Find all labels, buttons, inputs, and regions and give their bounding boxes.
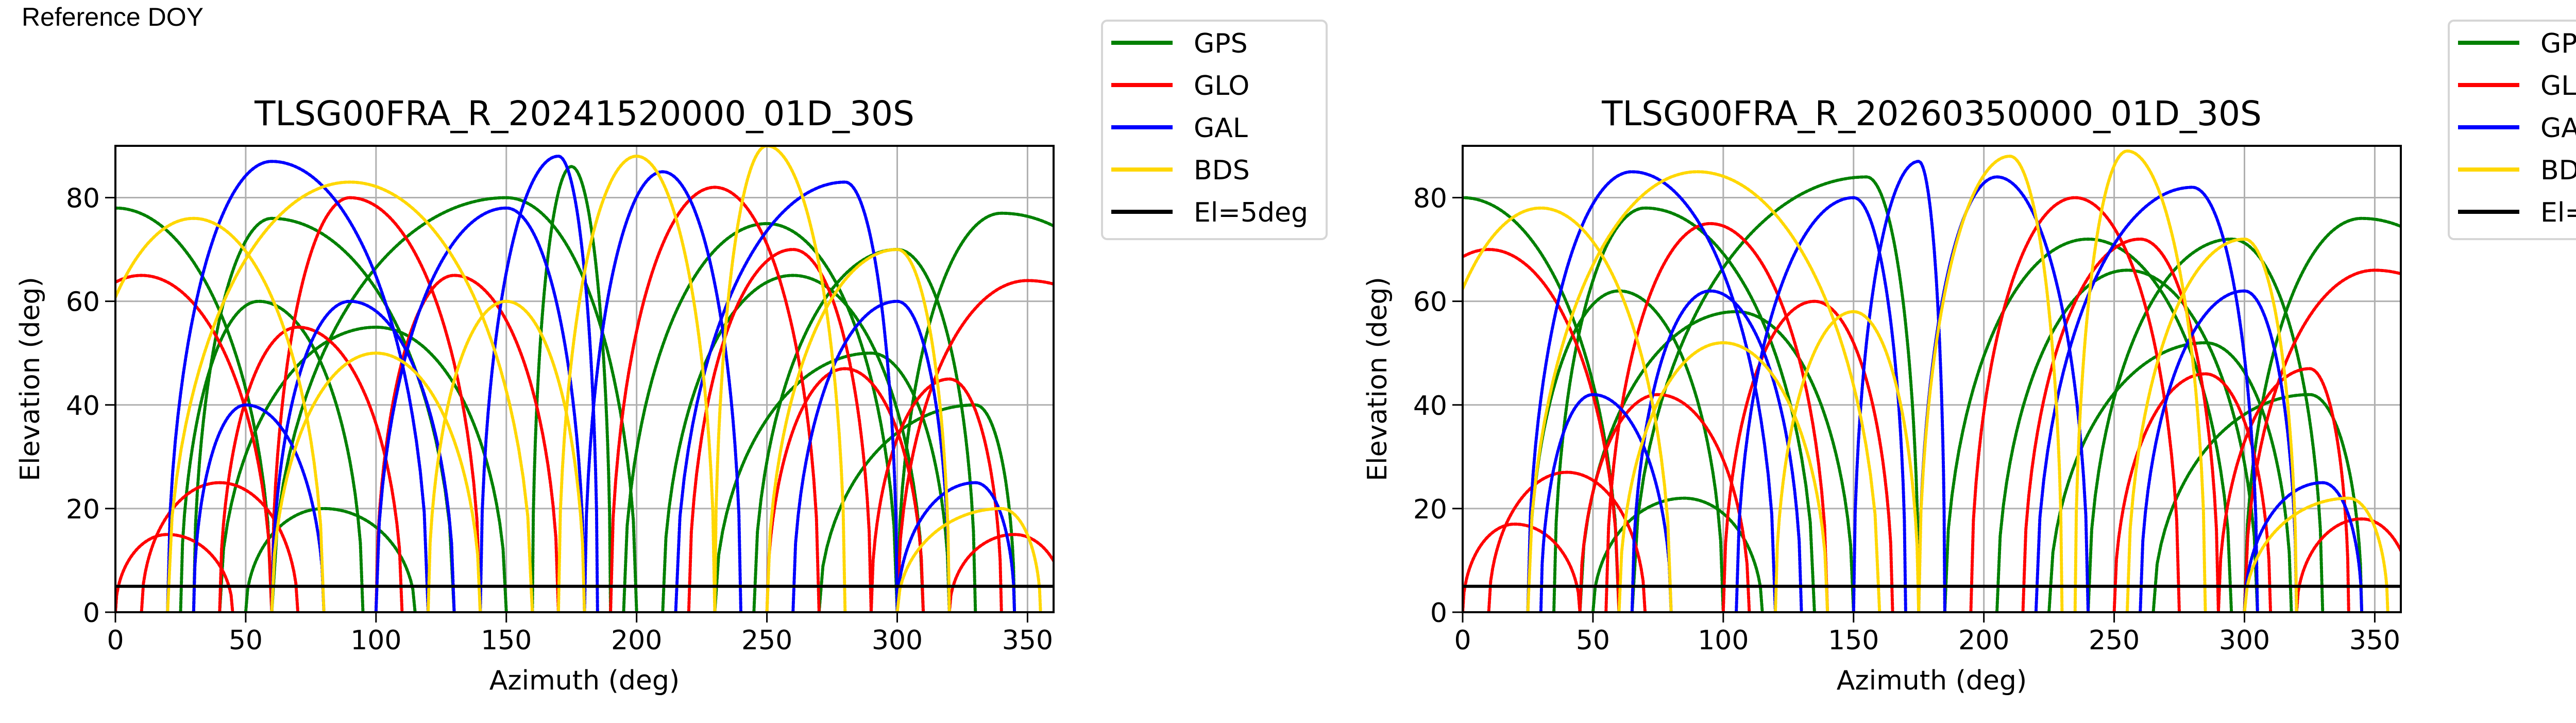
y-tick-label: 40	[66, 391, 100, 422]
chart-1: 0 50 100 150 200 250 300 350 0 20 40 60 80 TLSG00FRA_…	[0, 21, 1327, 696]
y-tick-label: 0	[83, 598, 100, 629]
x-tick-label: 0	[107, 625, 124, 656]
x-tick-label: 300	[2219, 625, 2270, 656]
x-tick-label: 150	[481, 625, 532, 656]
legend-label: GAL	[2540, 113, 2576, 144]
bds-track	[2075, 151, 2206, 612]
legend-label: GLO	[1194, 71, 1249, 102]
legend-label: GAL	[1194, 113, 1248, 144]
x-tick-label: 250	[741, 625, 792, 656]
chart-title: TLSG00FRA_R_20241520000_01D_30S	[254, 94, 914, 133]
legend-label: GPS	[2540, 28, 2576, 59]
glo-track	[115, 534, 233, 612]
y-axis-label: Elevation (deg)	[1362, 277, 1393, 481]
y-tick-label: 20	[1413, 494, 1447, 525]
x-tick-label: 300	[872, 625, 923, 656]
x-tick-label: 50	[1576, 625, 1610, 656]
x-tick-label: 100	[1698, 625, 1749, 656]
legend-label: El=5deg	[2540, 197, 2576, 228]
x-tick-label: 200	[611, 625, 662, 656]
y-tick-label: 20	[66, 494, 100, 525]
bds-track	[1528, 172, 1880, 612]
x-tick-label: 150	[1828, 625, 1879, 656]
legend-label: BDS	[2540, 155, 2576, 186]
x-tick-label: 0	[1454, 625, 1471, 656]
glo-track	[1463, 524, 1580, 612]
x-tick-label: 350	[2349, 625, 2400, 656]
x-tick-label: 50	[229, 625, 263, 656]
chart-2: 0 50 100 150 200 250 300 350 0 20 40 60 80 TLSG00FRA_…	[1307, 21, 2576, 696]
chart-title: TLSG00FRA_R_20260350000_01D_30S	[1601, 94, 2262, 133]
glo-track	[219, 327, 402, 612]
glo-track	[11, 275, 272, 612]
glo-track	[1359, 249, 1619, 612]
x-tick-label: 250	[2089, 625, 2140, 656]
legend-label: El=5deg	[1194, 197, 1308, 228]
x-tick-label: 350	[1002, 625, 1053, 656]
x-axis-label: Azimuth (deg)	[489, 665, 680, 696]
tracks	[0, 146, 1210, 612]
legend-label: BDS	[1194, 155, 1250, 186]
y-tick-label: 60	[1413, 287, 1447, 318]
x-tick-label: 200	[1958, 625, 2009, 656]
y-axis-label: Elevation (deg)	[15, 277, 46, 481]
gal-track	[585, 172, 741, 612]
y-tick-label: 80	[66, 183, 100, 214]
figure-caption: Reference DOY	[22, 3, 204, 31]
y-tick-label: 0	[1430, 598, 1447, 629]
x-tick-label: 100	[350, 625, 401, 656]
legend: GPS GLO GAL BDS El=5deg	[1102, 21, 1327, 239]
tracks	[1307, 151, 2557, 612]
y-tick-label: 40	[1413, 391, 1447, 422]
legend: GPS GLO GAL BDS El=5deg	[2449, 21, 2576, 239]
legend-label: GPS	[1194, 28, 1248, 59]
glo-track	[2297, 519, 2414, 612]
gps-track	[194, 218, 454, 612]
legend-label: GLO	[2540, 71, 2576, 102]
x-axis-label: Azimuth (deg)	[1837, 665, 2027, 696]
y-tick-label: 80	[1413, 183, 1447, 214]
y-tick-label: 60	[66, 287, 100, 318]
